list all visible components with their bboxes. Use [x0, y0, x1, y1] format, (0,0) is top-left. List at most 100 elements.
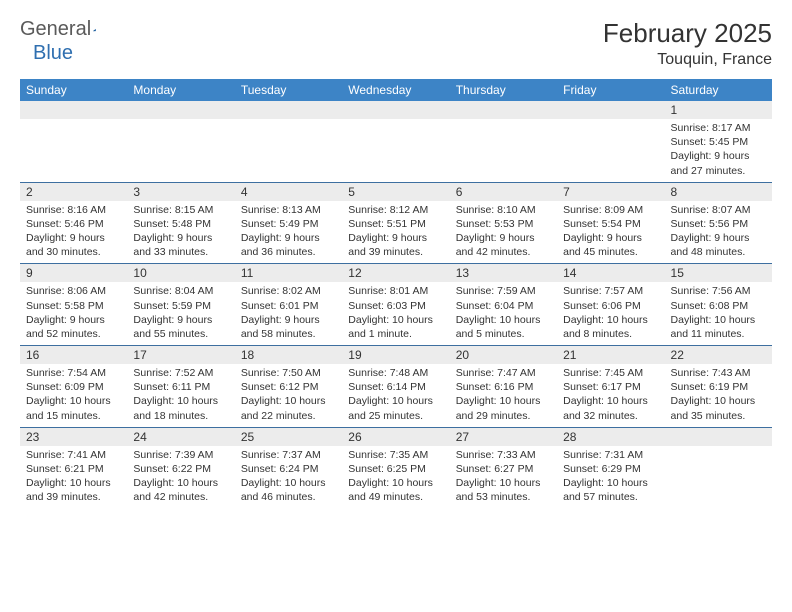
day-number-cell: 3	[127, 182, 234, 201]
day-number-cell: 11	[235, 264, 342, 283]
day-details-cell: Sunrise: 8:13 AMSunset: 5:49 PMDaylight:…	[235, 201, 342, 264]
day-details: Sunrise: 7:50 AMSunset: 6:12 PMDaylight:…	[235, 364, 342, 427]
day-details-cell: Sunrise: 7:43 AMSunset: 6:19 PMDaylight:…	[665, 364, 772, 427]
day-details: Sunrise: 8:07 AMSunset: 5:56 PMDaylight:…	[665, 201, 772, 264]
day-number-cell: 27	[450, 427, 557, 446]
weekday-header: Thursday	[450, 79, 557, 101]
day-details: Sunrise: 8:02 AMSunset: 6:01 PMDaylight:…	[235, 282, 342, 345]
day-details: Sunrise: 7:59 AMSunset: 6:04 PMDaylight:…	[450, 282, 557, 345]
day-details-cell: Sunrise: 7:50 AMSunset: 6:12 PMDaylight:…	[235, 364, 342, 427]
day-number-cell: 10	[127, 264, 234, 283]
day-number: 7	[557, 183, 664, 201]
day-number: 4	[235, 183, 342, 201]
day-details: Sunrise: 7:45 AMSunset: 6:17 PMDaylight:…	[557, 364, 664, 427]
header: General February 2025 Touquin, France	[20, 18, 772, 69]
day-number: 5	[342, 183, 449, 201]
day-details-cell: Sunrise: 7:57 AMSunset: 6:06 PMDaylight:…	[557, 282, 664, 345]
day-details-cell: Sunrise: 8:10 AMSunset: 5:53 PMDaylight:…	[450, 201, 557, 264]
day-number-cell: 15	[665, 264, 772, 283]
day-details: Sunrise: 8:12 AMSunset: 5:51 PMDaylight:…	[342, 201, 449, 264]
day-number: 9	[20, 264, 127, 282]
day-details: Sunrise: 7:43 AMSunset: 6:19 PMDaylight:…	[665, 364, 772, 427]
day-details-cell	[127, 119, 234, 182]
day-number: 27	[450, 428, 557, 446]
logo-text-general: General	[20, 18, 91, 41]
day-number-cell: 2	[20, 182, 127, 201]
location: Touquin, France	[603, 51, 772, 69]
day-number: 16	[20, 346, 127, 364]
day-number-cell: 12	[342, 264, 449, 283]
day-details-cell: Sunrise: 7:41 AMSunset: 6:21 PMDaylight:…	[20, 446, 127, 509]
day-number: 26	[342, 428, 449, 446]
day-details: Sunrise: 7:57 AMSunset: 6:06 PMDaylight:…	[557, 282, 664, 345]
day-number: 3	[127, 183, 234, 201]
day-details-cell: Sunrise: 8:12 AMSunset: 5:51 PMDaylight:…	[342, 201, 449, 264]
day-number: 10	[127, 264, 234, 282]
day-number: 6	[450, 183, 557, 201]
day-number: 13	[450, 264, 557, 282]
day-number: 22	[665, 346, 772, 364]
day-number: 15	[665, 264, 772, 282]
day-number: 28	[557, 428, 664, 446]
day-number-cell: 13	[450, 264, 557, 283]
day-details-cell: Sunrise: 7:56 AMSunset: 6:08 PMDaylight:…	[665, 282, 772, 345]
day-details-row: Sunrise: 7:41 AMSunset: 6:21 PMDaylight:…	[20, 446, 772, 509]
weekday-header: Sunday	[20, 79, 127, 101]
day-number-row: 1	[20, 101, 772, 119]
day-number: 12	[342, 264, 449, 282]
day-details-row: Sunrise: 8:17 AMSunset: 5:45 PMDaylight:…	[20, 119, 772, 182]
day-number-cell: 16	[20, 346, 127, 365]
day-number: 24	[127, 428, 234, 446]
day-number: 14	[557, 264, 664, 282]
day-number-cell: 22	[665, 346, 772, 365]
day-details-cell: Sunrise: 8:07 AMSunset: 5:56 PMDaylight:…	[665, 201, 772, 264]
day-number: 1	[665, 101, 772, 119]
day-details-cell	[450, 119, 557, 182]
day-details: Sunrise: 7:41 AMSunset: 6:21 PMDaylight:…	[20, 446, 127, 509]
day-number: 2	[20, 183, 127, 201]
day-details-cell: Sunrise: 7:59 AMSunset: 6:04 PMDaylight:…	[450, 282, 557, 345]
day-number-cell: 25	[235, 427, 342, 446]
day-details: Sunrise: 7:39 AMSunset: 6:22 PMDaylight:…	[127, 446, 234, 509]
day-number-cell: 23	[20, 427, 127, 446]
day-details-cell: Sunrise: 7:47 AMSunset: 6:16 PMDaylight:…	[450, 364, 557, 427]
day-details: Sunrise: 8:04 AMSunset: 5:59 PMDaylight:…	[127, 282, 234, 345]
weekday-header: Friday	[557, 79, 664, 101]
day-details-row: Sunrise: 7:54 AMSunset: 6:09 PMDaylight:…	[20, 364, 772, 427]
day-details-cell: Sunrise: 8:04 AMSunset: 5:59 PMDaylight:…	[127, 282, 234, 345]
day-details-cell: Sunrise: 7:37 AMSunset: 6:24 PMDaylight:…	[235, 446, 342, 509]
day-number-cell: 26	[342, 427, 449, 446]
day-details-cell	[342, 119, 449, 182]
day-number-cell: 6	[450, 182, 557, 201]
day-details: Sunrise: 8:17 AMSunset: 5:45 PMDaylight:…	[665, 119, 772, 182]
day-number: 25	[235, 428, 342, 446]
day-number-cell	[235, 101, 342, 119]
day-number-cell: 1	[665, 101, 772, 119]
logo-text-blue: Blue	[33, 42, 73, 64]
day-number: 18	[235, 346, 342, 364]
day-details: Sunrise: 7:35 AMSunset: 6:25 PMDaylight:…	[342, 446, 449, 509]
day-details-cell: Sunrise: 8:01 AMSunset: 6:03 PMDaylight:…	[342, 282, 449, 345]
day-details-cell: Sunrise: 7:39 AMSunset: 6:22 PMDaylight:…	[127, 446, 234, 509]
day-number-cell	[20, 101, 127, 119]
day-number-row: 9101112131415	[20, 264, 772, 283]
title-block: February 2025 Touquin, France	[603, 18, 772, 69]
day-number-row: 232425262728	[20, 427, 772, 446]
day-number-row: 2345678	[20, 182, 772, 201]
day-number: 11	[235, 264, 342, 282]
day-details: Sunrise: 7:37 AMSunset: 6:24 PMDaylight:…	[235, 446, 342, 509]
day-number-cell: 20	[450, 346, 557, 365]
day-details: Sunrise: 7:52 AMSunset: 6:11 PMDaylight:…	[127, 364, 234, 427]
day-number-cell: 19	[342, 346, 449, 365]
weekday-header: Saturday	[665, 79, 772, 101]
day-details: Sunrise: 8:16 AMSunset: 5:46 PMDaylight:…	[20, 201, 127, 264]
day-number-cell	[665, 427, 772, 446]
logo-blue-wrap: Blue	[33, 42, 73, 65]
weekday-header: Tuesday	[235, 79, 342, 101]
day-details-cell: Sunrise: 7:52 AMSunset: 6:11 PMDaylight:…	[127, 364, 234, 427]
day-number: 21	[557, 346, 664, 364]
logo-triangle-icon	[93, 23, 96, 37]
day-details-cell: Sunrise: 8:09 AMSunset: 5:54 PMDaylight:…	[557, 201, 664, 264]
day-details: Sunrise: 8:13 AMSunset: 5:49 PMDaylight:…	[235, 201, 342, 264]
day-details: Sunrise: 7:31 AMSunset: 6:29 PMDaylight:…	[557, 446, 664, 509]
